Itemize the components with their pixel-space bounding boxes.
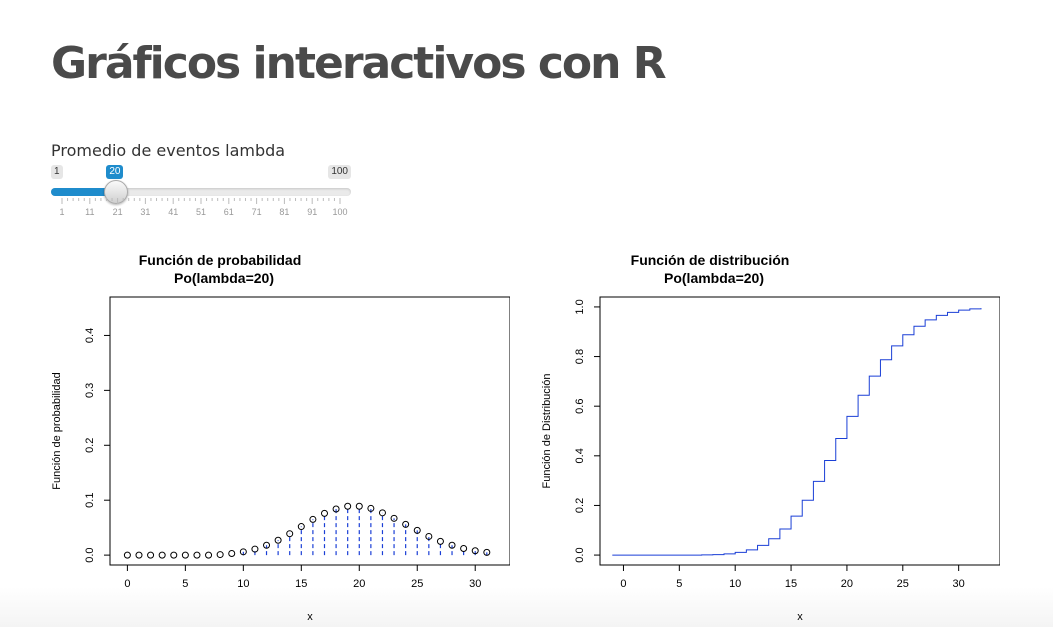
plot-frame <box>109 296 511 566</box>
slider-grid-label: 21 <box>113 207 123 217</box>
slider-value-label: 20 <box>106 165 124 179</box>
probability-point <box>286 530 294 538</box>
x-tick-label: 30 <box>953 578 965 590</box>
x-tick-label: 30 <box>469 578 481 590</box>
x-tick-label: 0 <box>620 578 626 590</box>
slider-grid-label: 31 <box>140 207 150 217</box>
slider-grid-label: 71 <box>252 207 262 217</box>
y-tick-label: 0.4 <box>84 328 96 343</box>
probability-point <box>251 545 259 553</box>
y-tick-label: 0.0 <box>84 547 96 562</box>
probability-point <box>483 548 491 556</box>
x-axis-label: x <box>797 611 803 623</box>
probability-point <box>239 548 247 556</box>
probability-point <box>413 526 421 534</box>
slider-grid-label: 11 <box>85 207 94 217</box>
x-tick-label: 10 <box>237 578 249 590</box>
probability-point <box>332 505 340 513</box>
probability-point <box>216 551 224 559</box>
y-tick-label: 0.6 <box>574 399 586 414</box>
y-axis-label: Función de probabilidad <box>51 372 63 489</box>
chart-title: Función de distribución <box>631 252 790 268</box>
page-title: Gráficos interactivos con R <box>51 38 667 89</box>
distribution-chart: Función de distribución Po(lambda=20) 0 5 10… <box>510 245 1001 625</box>
x-tick-label: 0 <box>124 578 130 590</box>
distribution-chart-svg: Función de distribución Po(lambda=20) 0 5 10… <box>541 252 1001 623</box>
y-tick-label: 0.2 <box>574 498 586 513</box>
x-tick-label: 5 <box>182 578 188 590</box>
probability-chart-svg: Función de probabilidad Po(lambda=20) 0 5 10… <box>51 252 511 623</box>
probability-point <box>425 532 433 540</box>
probability-point <box>147 551 155 559</box>
slider-grid-label: 1 <box>59 207 64 217</box>
probability-point <box>460 545 468 553</box>
probability-point <box>193 551 201 559</box>
probability-point <box>135 551 143 559</box>
x-axis-label: x <box>307 611 313 623</box>
probability-point <box>320 509 328 517</box>
y-tick-label: 0.2 <box>84 438 96 453</box>
x-tick-label: 25 <box>411 578 423 590</box>
x-tick-label: 25 <box>897 578 909 590</box>
y-tick-label: 0.4 <box>574 448 586 463</box>
slider-grid-label: 91 <box>307 207 317 217</box>
slider-grid-label: 81 <box>279 207 289 217</box>
probability-point <box>181 551 189 559</box>
chart-subtitle: Po(lambda=20) <box>664 270 764 286</box>
probability-point <box>205 551 213 559</box>
lambda-slider[interactable]: 1 100 20 1 11 21 31 41 51 61 71 81 91 100 <box>51 162 351 222</box>
y-tick-label: 0.3 <box>84 383 96 398</box>
slider-label: Promedio de eventos lambda <box>51 141 286 160</box>
probability-point <box>158 551 166 559</box>
probability-point <box>228 549 236 557</box>
y-axis-label: Función de Distribución <box>541 374 553 489</box>
slider-grid-label: 41 <box>168 207 178 217</box>
probability-point <box>390 514 398 522</box>
probability-point <box>274 536 282 544</box>
slider-grid-label: 51 <box>196 207 206 217</box>
x-tick-label: 15 <box>785 578 797 590</box>
probability-point <box>344 502 352 510</box>
x-tick-label: 15 <box>295 578 307 590</box>
probability-point <box>123 551 131 559</box>
slider-track[interactable] <box>51 188 351 196</box>
y-tick-label: 0.8 <box>574 349 586 364</box>
probability-point <box>170 551 178 559</box>
slider-grid: 1 11 21 31 41 51 61 71 81 91 100 <box>59 198 348 217</box>
probability-point <box>355 502 363 510</box>
y-tick-label: 1.0 <box>574 299 586 314</box>
slider-grid-label: 61 <box>224 207 234 217</box>
slider-min-label: 1 <box>51 165 63 179</box>
chart-title: Función de probabilidad <box>139 252 302 268</box>
plot-frame <box>599 296 1001 566</box>
probability-point <box>448 541 456 549</box>
slider-max-label: 100 <box>328 165 351 179</box>
probability-point <box>471 547 479 555</box>
distribution-step-line <box>612 308 982 556</box>
bottom-fade <box>0 587 1053 627</box>
probability-point <box>367 504 375 512</box>
slider-handle[interactable] <box>104 180 129 204</box>
slider-fill <box>51 188 116 196</box>
x-tick-label: 5 <box>676 578 682 590</box>
x-tick-label: 10 <box>729 578 741 590</box>
probability-point <box>436 537 444 545</box>
probability-point <box>297 523 305 531</box>
probability-point <box>309 515 317 523</box>
probability-chart: Función de probabilidad Po(lambda=20) 0 5 10… <box>20 245 511 625</box>
main-panel <box>51 0 1030 627</box>
y-tick-label: 0.0 <box>574 547 586 562</box>
y-tick-label: 0.1 <box>84 493 96 508</box>
probability-point <box>263 541 271 549</box>
chart-subtitle: Po(lambda=20) <box>174 270 274 286</box>
x-tick-label: 20 <box>841 578 853 590</box>
x-tick-label: 20 <box>353 578 365 590</box>
probability-point <box>402 520 410 528</box>
probability-point <box>378 509 386 517</box>
slider-grid-label: 100 <box>332 207 347 217</box>
